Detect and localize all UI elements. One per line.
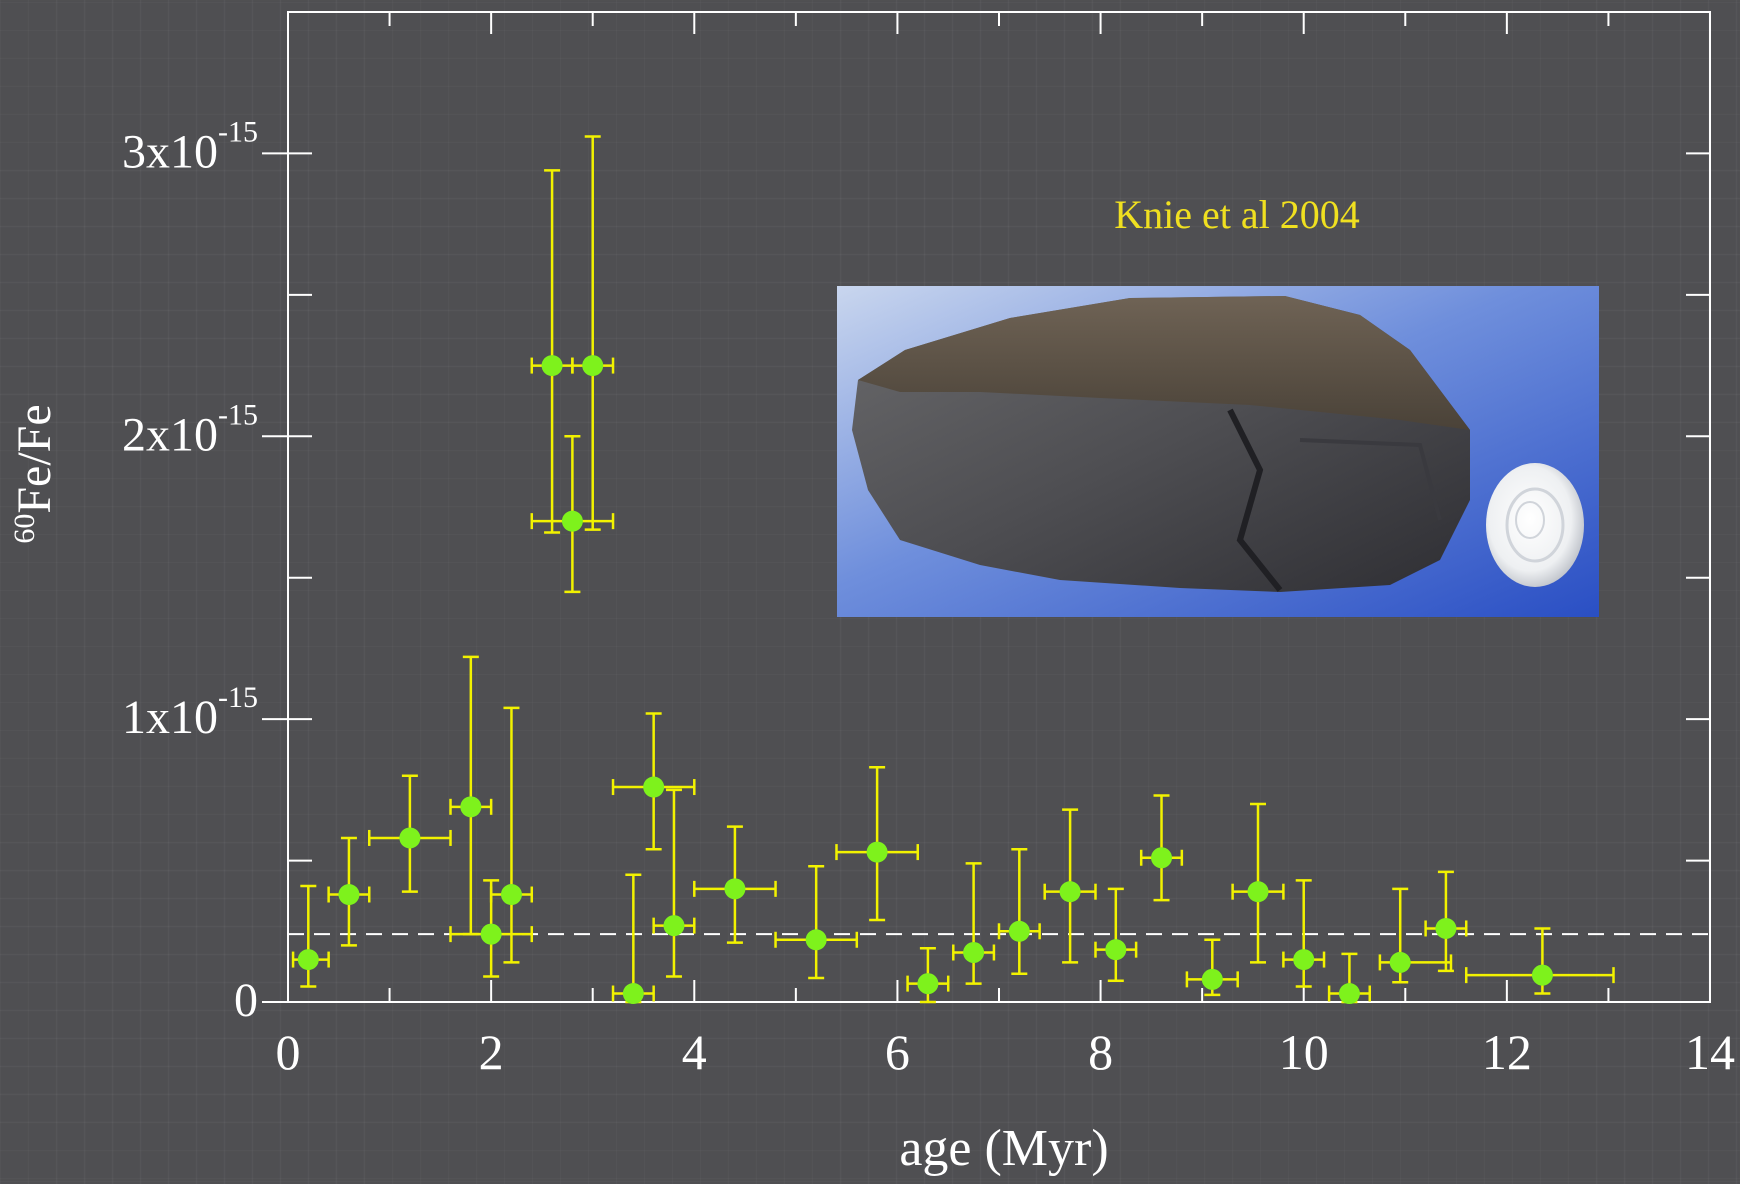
data-point [724,878,745,899]
y-tick-label: 2x10-15 [122,398,258,461]
data-point [338,884,359,905]
x-tick-label: 12 [1482,1024,1532,1080]
data-point [582,355,603,376]
data-point [1009,921,1030,942]
data-point [1339,983,1360,1004]
data-point [1105,939,1126,960]
y-tick-label-base: 2x10 [122,408,218,461]
y-tick-label-base: 0 [234,974,258,1027]
data-point [460,796,481,817]
y-tick-label-exponent: -15 [218,115,258,148]
error-bar [491,708,532,963]
error-bar [999,849,1040,973]
error-bar [776,866,857,978]
data-point [1151,847,1172,868]
error-bar [451,657,492,934]
error-bar [532,170,573,532]
x-tick-label: 2 [479,1024,504,1080]
data-point [963,942,984,963]
y-axis-label-superscript: 60 [8,514,41,544]
data-point [298,949,319,970]
y-tick-label-exponent: -15 [218,398,258,431]
data-point [1248,881,1269,902]
y-tick-label: 3x10-15 [122,115,258,178]
x-tick-label: 8 [1088,1024,1113,1080]
data-point [481,924,502,945]
data-point [1293,949,1314,970]
coin-icon [1486,463,1584,587]
data-point [663,915,684,936]
x-tick-label: 14 [1685,1024,1735,1080]
data-point [542,355,563,376]
error-bar [654,790,695,977]
error-bar [293,886,329,986]
error-bar [953,863,994,983]
data-point [806,929,827,950]
data-point [867,842,888,863]
x-tick-label: 4 [682,1024,707,1080]
x-axis-label: age (Myr) [899,1120,1108,1177]
data-point [623,983,644,1004]
data-point [1202,969,1223,990]
y-tick-label: 0 [234,974,258,1027]
data-point [1532,965,1553,986]
y-tick-label-base: 1x10 [122,691,218,744]
error-bar [572,136,613,529]
x-tick-label: 10 [1279,1024,1329,1080]
data-point [562,511,583,532]
data-point [917,973,938,994]
data-point [1060,881,1081,902]
meteorite-photo-icon [837,286,1599,617]
y-tick-label: 1x10-15 [122,681,258,744]
y-axis-label: 60Fe/Fe [8,404,61,543]
data-point [501,884,522,905]
y-axis-label-main: Fe/Fe [8,404,61,513]
error-bar [613,875,654,1002]
annotation-label: Knie et al 2004 [1114,192,1360,237]
data-point [1390,952,1411,973]
data-point [1435,918,1456,939]
y-tick-label-base: 3x10 [122,125,218,178]
data-point [399,827,420,848]
x-tick-label: 0 [276,1024,301,1080]
data-point [643,777,664,798]
y-tick-label-exponent: -15 [218,681,258,714]
x-tick-label: 6 [885,1024,910,1080]
